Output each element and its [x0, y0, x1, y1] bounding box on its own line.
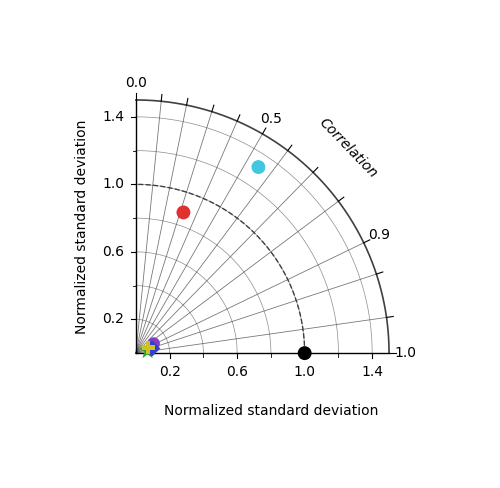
Text: 1.0: 1.0: [395, 346, 417, 360]
Text: 0.2: 0.2: [158, 365, 180, 379]
Point: [300, 349, 308, 357]
Text: 1.4: 1.4: [361, 365, 383, 379]
Point: [180, 208, 188, 216]
Text: Correlation: Correlation: [316, 116, 380, 181]
Text: Normalized standard deviation: Normalized standard deviation: [164, 404, 378, 418]
Point: [144, 347, 152, 355]
Text: 0.0: 0.0: [125, 76, 147, 90]
Text: 0.6: 0.6: [102, 245, 124, 259]
Text: 0.9: 0.9: [368, 228, 390, 243]
Text: 0.5: 0.5: [260, 112, 282, 126]
Text: 0.2: 0.2: [102, 312, 124, 326]
Point: [254, 163, 262, 171]
Text: 1.0: 1.0: [294, 365, 316, 379]
Text: 1.0: 1.0: [102, 177, 124, 191]
Point: [148, 345, 156, 352]
Text: Normalized standard deviation: Normalized standard deviation: [75, 120, 89, 334]
Text: 0.6: 0.6: [226, 365, 248, 379]
Text: 1.4: 1.4: [102, 110, 124, 124]
Point: [144, 344, 152, 351]
Point: [150, 340, 158, 347]
